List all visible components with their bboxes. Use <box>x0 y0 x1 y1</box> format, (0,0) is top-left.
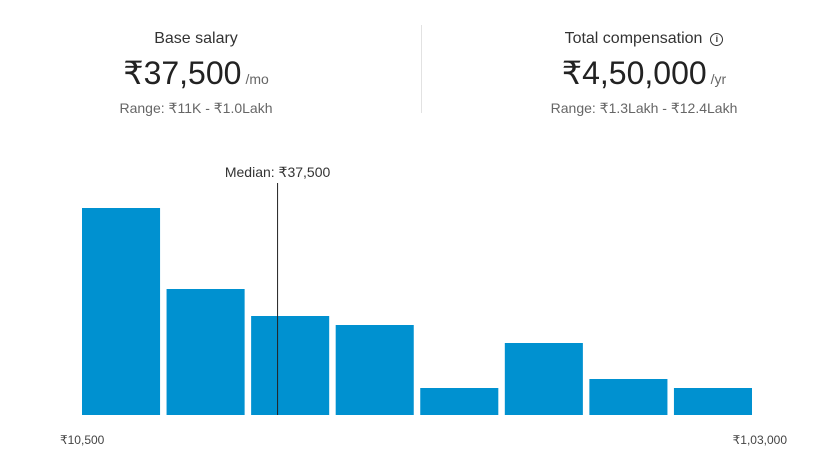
histogram-bar <box>166 289 245 415</box>
base-salary-panel: Base salary ₹37,500/mo Range: ₹11K - ₹1.… <box>26 28 366 117</box>
total-comp-panel: Total compensation i ₹4,50,000/yr Range: … <box>474 28 814 117</box>
base-salary-amount: ₹37,500 <box>123 55 242 91</box>
info-icon[interactable]: i <box>710 33 724 46</box>
total-comp-range: Range: ₹1.3Lakh - ₹12.4Lakh <box>550 100 738 116</box>
histogram-bar <box>335 325 414 415</box>
histogram-bar <box>589 379 668 415</box>
divider <box>421 25 422 113</box>
total-comp-title-text: Total compensation <box>564 30 703 47</box>
median-label: Median: ₹37,500 <box>225 164 331 180</box>
histogram-bar <box>504 343 583 415</box>
base-salary-unit: /mo <box>245 71 269 87</box>
histogram-bar <box>420 388 499 415</box>
total-comp-value: ₹4,50,000/yr <box>474 53 814 99</box>
base-salary-range: Range: ₹11K - ₹1.0Lakh <box>119 100 273 116</box>
base-salary-value: ₹37,500/mo <box>26 53 366 99</box>
total-comp-amount: ₹4,50,000 <box>561 55 707 91</box>
base-salary-title: Base salary <box>154 30 238 47</box>
total-comp-unit: /yr <box>710 71 727 87</box>
total-comp-title: Total compensation i <box>474 28 814 50</box>
x-max-label: ₹1,03,000 <box>732 433 787 447</box>
histogram-bar <box>251 316 330 415</box>
histogram-bar <box>673 388 752 415</box>
histogram-bar <box>82 208 161 415</box>
x-min-label: ₹10,500 <box>60 433 105 447</box>
